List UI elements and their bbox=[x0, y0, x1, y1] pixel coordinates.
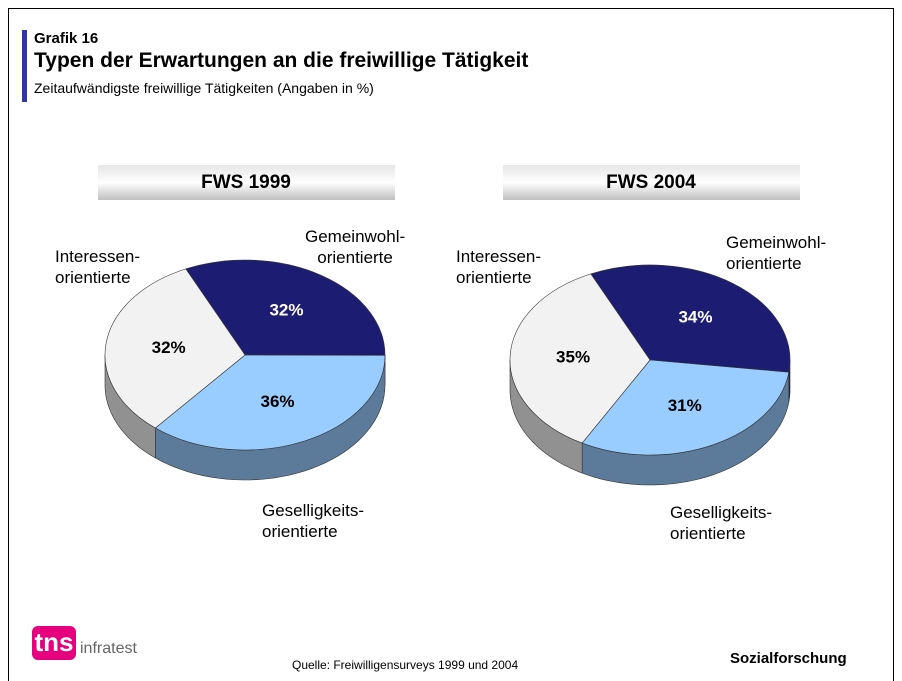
frame bbox=[8, 8, 894, 681]
pie-slice bbox=[581, 359, 790, 456]
category-label: Interessen- orientierte bbox=[55, 247, 141, 287]
pie-slice bbox=[185, 259, 386, 356]
value-label: 35% bbox=[556, 348, 590, 367]
category-label: Interessen- orientierte bbox=[456, 247, 542, 287]
subtitle: Zeitaufwändigste freiwillige Tätigkeiten… bbox=[34, 80, 374, 96]
category-label: Geselligkeits- orientierte bbox=[262, 501, 365, 541]
pie-title: FWS 2004 bbox=[606, 172, 696, 193]
pie-slice bbox=[590, 264, 791, 373]
value-label: 36% bbox=[261, 392, 295, 411]
category-label: Gemeinwohl- orientierte bbox=[726, 233, 827, 273]
category-label: Geselligkeits- orientierte bbox=[670, 503, 773, 543]
chart-label: Grafik 16 bbox=[34, 30, 99, 47]
logo-text: infratest bbox=[80, 640, 137, 657]
pie-slice bbox=[509, 273, 651, 444]
pie-header bbox=[98, 165, 395, 200]
value-label: 34% bbox=[678, 307, 712, 326]
pie-title: FWS 1999 bbox=[201, 172, 291, 193]
department: Sozialforschung bbox=[730, 650, 847, 667]
accent-bar bbox=[22, 30, 27, 102]
pie-header bbox=[503, 165, 800, 200]
pie-slice bbox=[154, 354, 386, 451]
pie-slice bbox=[104, 268, 246, 429]
logo-brand: tns bbox=[32, 626, 76, 660]
chart-title: Typen der Erwartungen an die freiwillige… bbox=[34, 49, 529, 72]
value-label: 32% bbox=[269, 300, 303, 319]
value-label: 31% bbox=[668, 396, 702, 415]
category-label: Gemeinwohl- orientierte bbox=[305, 227, 406, 267]
value-label: 32% bbox=[152, 338, 186, 357]
source: Quelle: Freiwilligensurveys 1999 und 200… bbox=[292, 658, 519, 672]
